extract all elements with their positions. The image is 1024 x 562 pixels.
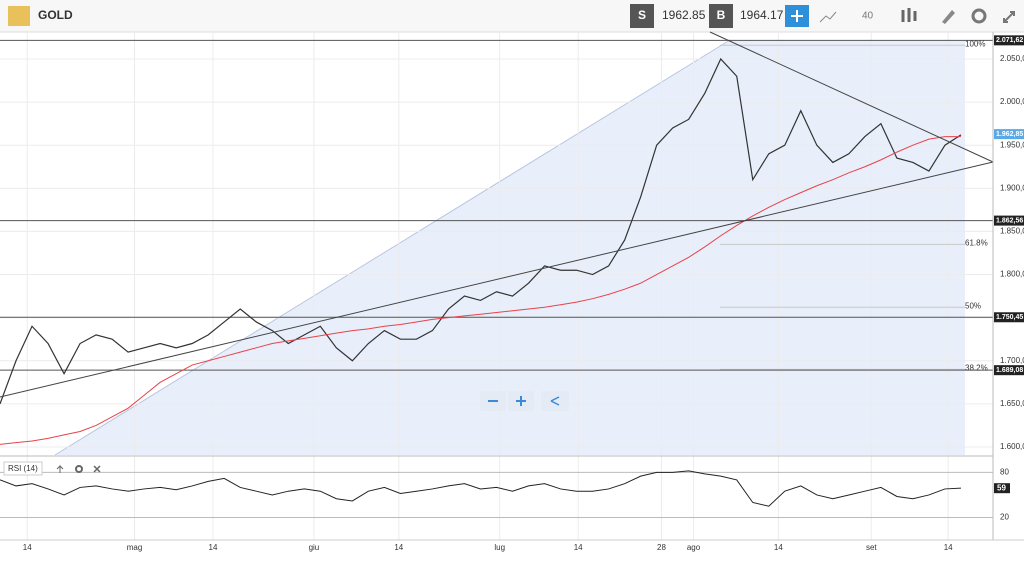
toolbar	[0, 0, 1024, 32]
trend-line	[709, 31, 994, 163]
buy-button[interactable]	[709, 4, 733, 28]
fib-label: 38.2%	[965, 363, 988, 372]
y-tick-label: 1.900,00	[1000, 183, 1024, 192]
level-tag	[994, 312, 1024, 323]
rsi-tag	[994, 483, 1010, 494]
fib-zone	[55, 40, 965, 455]
fib-label: 100%	[965, 39, 985, 48]
fullscreen-button[interactable]	[1003, 11, 1015, 23]
fib-label: 61.8%	[965, 238, 988, 247]
x-tick-label: 28	[657, 543, 666, 552]
y-tick-label: 1.850,00	[1000, 227, 1024, 236]
y-tick-label: 1.700,00	[1000, 356, 1024, 365]
draw-button[interactable]	[942, 10, 955, 24]
x-tick-label: 14	[394, 543, 403, 552]
buy-price: 1964.17	[740, 8, 784, 22]
y-tick-label: 1.800,00	[1000, 270, 1024, 279]
level-tag	[994, 215, 1024, 226]
rsi-settings[interactable]	[75, 465, 83, 473]
x-tick-label: 14	[574, 543, 583, 552]
sell-button[interactable]	[630, 4, 654, 28]
series-line	[0, 470, 961, 507]
level-tag	[994, 35, 1024, 46]
y-tick-label: 20	[1000, 513, 1009, 522]
x-tick-label: 14	[774, 543, 783, 552]
y-tick-label: 2.050,00	[1000, 54, 1024, 63]
x-tick-label: 14	[944, 543, 953, 552]
series-line	[0, 136, 961, 445]
rsi-close[interactable]	[93, 465, 101, 473]
price-tag	[994, 129, 1024, 140]
series-line	[0, 57, 962, 405]
symbol-icon	[8, 6, 30, 26]
x-tick-label: mag	[127, 543, 143, 552]
buy-label: B	[717, 8, 726, 22]
x-tick-label: 14	[23, 543, 32, 552]
y-tick-label: 80	[1000, 467, 1009, 476]
trend-line	[0, 161, 994, 398]
settings-button[interactable]	[971, 8, 987, 24]
level-label: 2.071,62	[996, 37, 1023, 44]
level-label: 1.862,56	[996, 217, 1023, 224]
rsi-title: RSI (14)	[8, 464, 38, 473]
rsi-label: 59	[997, 483, 1006, 492]
x-tick-label: lug	[494, 543, 505, 552]
fib-diagonal	[54, 39, 731, 456]
interval[interactable]: 40	[862, 11, 874, 22]
y-tick-label: 2.000,00	[1000, 97, 1024, 106]
x-tick-label: giu	[309, 543, 320, 552]
chart-type-button[interactable]	[819, 11, 837, 23]
sell-label: S	[638, 8, 646, 22]
price-label: 1.962,85	[996, 131, 1023, 138]
symbol: GOLD	[38, 8, 73, 22]
indicator-button[interactable]	[901, 8, 917, 22]
fib-label: 50%	[965, 301, 981, 310]
x-tick-label: 14	[209, 543, 218, 552]
level-label: 1.750,45	[996, 314, 1023, 321]
rsi-move[interactable]	[56, 464, 64, 473]
y-tick-label: 1.600,00	[1000, 442, 1024, 451]
y-tick-label: 1.950,00	[1000, 140, 1024, 149]
share[interactable]	[541, 391, 569, 411]
level-tag	[994, 365, 1024, 376]
y-tick-label: 1.650,00	[1000, 399, 1024, 408]
level-label: 1.689,08	[996, 367, 1023, 374]
sell-price: 1962.85	[662, 8, 706, 22]
x-tick-label: set	[866, 543, 877, 552]
x-tick-label: ago	[687, 543, 701, 552]
